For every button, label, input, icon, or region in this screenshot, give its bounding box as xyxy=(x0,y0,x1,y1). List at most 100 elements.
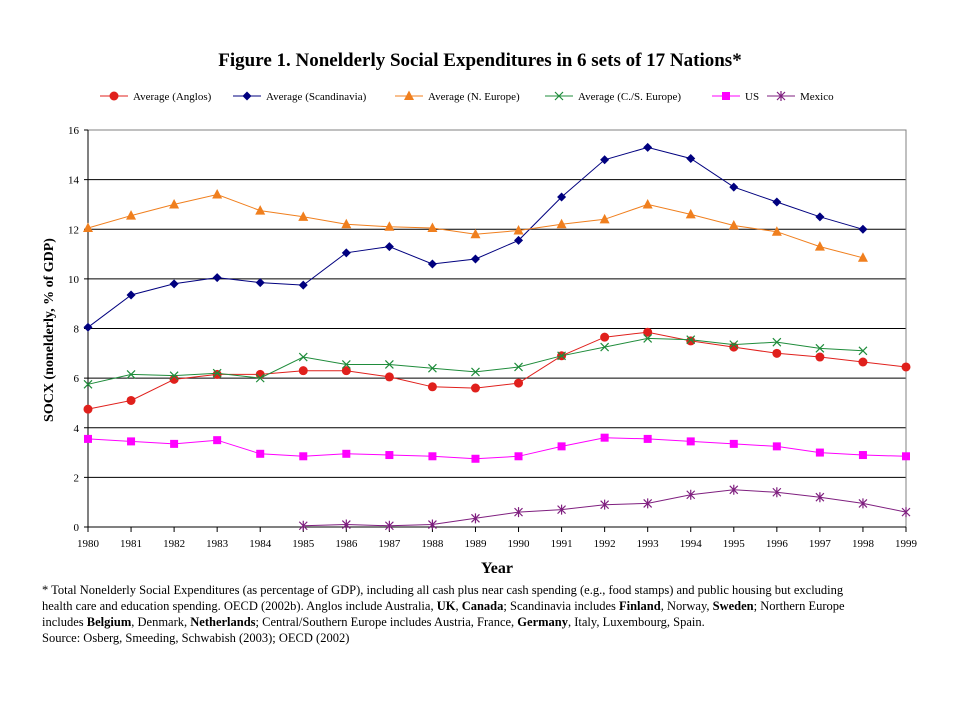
data-point xyxy=(685,208,696,219)
data-point xyxy=(169,279,179,289)
data-point xyxy=(814,241,825,251)
y-tick-label: 12 xyxy=(68,224,79,236)
data-point xyxy=(728,220,739,230)
data-point xyxy=(471,513,480,524)
footnote-country-bold: Netherlands xyxy=(190,615,256,629)
data-point xyxy=(514,452,523,461)
legend: Average (Anglos) Average (Scandinavia) Ave… xyxy=(100,90,834,103)
data-point xyxy=(470,383,480,393)
data-point xyxy=(858,498,868,509)
legend-label: Average (Anglos) xyxy=(133,91,212,103)
data-point xyxy=(83,322,93,332)
y-tick-label: 4 xyxy=(74,423,80,435)
legend-marker xyxy=(109,91,119,101)
data-point xyxy=(256,449,265,458)
x-tick-label: 1987 xyxy=(378,538,401,550)
footnote-text: ; Central/Southern Europe includes Austr… xyxy=(255,615,518,629)
series-line xyxy=(87,437,907,460)
legend-label: US xyxy=(745,91,759,103)
legend-item: Average (C./S. Europe) xyxy=(545,91,681,103)
legend-marker xyxy=(776,91,786,101)
footnote-line-3: includes Belgium, Denmark, Netherlands; … xyxy=(42,614,922,630)
data-point xyxy=(126,369,136,379)
series-4 xyxy=(84,433,910,463)
chart: Figure 1. Nonelderly Social Expenditures… xyxy=(42,50,918,577)
data-point xyxy=(858,357,868,367)
footnote-line-1: * Total Nonelderly Social Expenditures (… xyxy=(42,582,922,598)
x-tick-label: 1988 xyxy=(421,538,444,550)
footnote-text: Source: Osberg, Smeeding, Schwabish (200… xyxy=(42,631,350,645)
legend-marker xyxy=(554,91,564,101)
data-point xyxy=(557,192,567,202)
series-line xyxy=(87,337,863,385)
data-point xyxy=(686,335,696,345)
x-tick-label: 1997 xyxy=(809,538,832,550)
legend-marker xyxy=(404,90,414,100)
series-0 xyxy=(83,327,911,414)
data-point xyxy=(341,248,351,258)
data-point xyxy=(514,362,523,372)
data-point xyxy=(298,280,308,290)
data-point xyxy=(858,224,868,234)
footnote-text: includes xyxy=(42,615,87,629)
legend-item: Mexico xyxy=(767,91,834,103)
data-point xyxy=(557,504,567,515)
data-point xyxy=(600,155,610,165)
data-point xyxy=(385,451,394,460)
data-point xyxy=(169,198,180,209)
series-1 xyxy=(83,142,868,332)
data-point xyxy=(729,182,739,192)
data-point xyxy=(901,507,911,518)
y-tick-label: 0 xyxy=(74,522,80,534)
data-point xyxy=(341,218,352,229)
data-point xyxy=(298,352,308,362)
footnote-country-bold: Germany xyxy=(517,615,568,629)
x-tick-label: 1993 xyxy=(637,538,660,550)
chart-title: Figure 1. Nonelderly Social Expenditures… xyxy=(218,50,741,71)
data-point xyxy=(384,360,394,369)
grid-lines xyxy=(88,129,906,478)
data-point xyxy=(427,222,438,233)
legend-item: Average (Anglos) xyxy=(100,91,212,103)
data-point xyxy=(642,198,653,209)
x-tick-label: 1999 xyxy=(895,538,918,550)
y-tick-label: 2 xyxy=(74,472,80,484)
footnote-text: , Italy, Luxembourg, Spain. xyxy=(567,615,705,629)
data-point xyxy=(557,351,567,361)
series-3 xyxy=(83,334,868,389)
x-tick-label: 1982 xyxy=(163,538,185,550)
data-point xyxy=(815,492,825,503)
data-point xyxy=(514,235,524,245)
data-point xyxy=(83,379,93,389)
data-point xyxy=(212,189,223,199)
data-point xyxy=(858,346,868,356)
x-tick-label: 1984 xyxy=(249,538,272,550)
data-point xyxy=(384,242,394,252)
data-point xyxy=(557,442,566,451)
series-group xyxy=(83,142,911,531)
data-point xyxy=(599,213,610,224)
data-point xyxy=(815,212,825,222)
data-point xyxy=(427,259,437,269)
x-axis-title: Year xyxy=(481,560,513,577)
x-tick-label: 1998 xyxy=(852,538,875,550)
data-point xyxy=(772,442,781,451)
data-point xyxy=(428,452,437,461)
data-point xyxy=(212,368,222,378)
data-point xyxy=(427,382,437,392)
data-point xyxy=(686,437,695,446)
footnote: * Total Nonelderly Social Expenditures (… xyxy=(42,582,922,646)
legend-label: Average (N. Europe) xyxy=(428,91,520,103)
legend-label: Average (C./S. Europe) xyxy=(578,91,681,103)
data-point xyxy=(342,449,351,458)
data-point xyxy=(729,484,739,495)
data-point xyxy=(902,452,910,461)
data-point xyxy=(901,362,911,372)
data-point xyxy=(514,378,524,388)
legend-item: Average (Scandinavia) xyxy=(233,91,367,103)
data-point xyxy=(84,434,92,443)
data-point xyxy=(858,451,867,460)
series-2 xyxy=(83,189,868,262)
data-point xyxy=(471,454,480,463)
data-point xyxy=(600,342,610,352)
